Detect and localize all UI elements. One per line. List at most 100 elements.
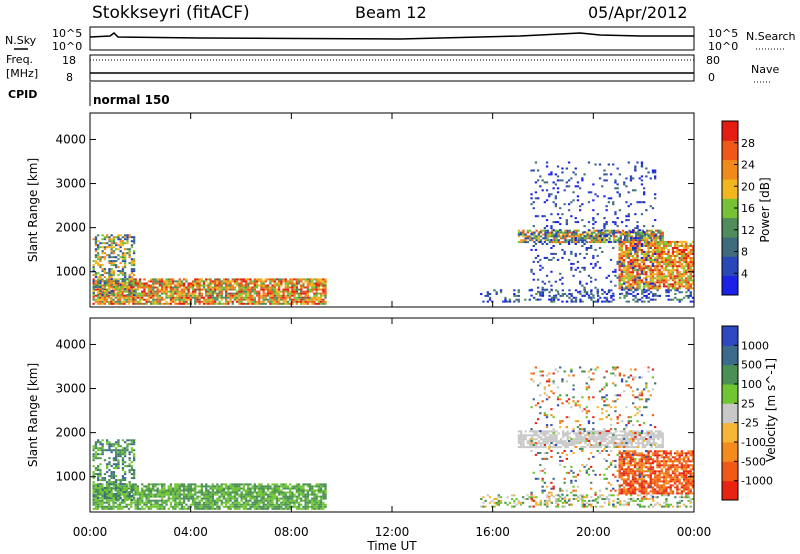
range-cell [300,491,303,494]
range-cell [165,503,168,506]
range-cell [561,289,564,292]
range-cell [689,291,692,294]
range-cell [167,290,170,293]
range-cell [545,165,549,168]
range-cell [649,275,652,278]
range-cell [627,271,630,274]
range-cell [253,288,256,291]
range-cell [289,298,292,301]
range-cell [637,231,640,234]
range-cell [520,446,523,449]
range-cell [136,497,139,500]
range-cell [691,253,695,255]
range-cell [689,269,692,272]
range-cell [311,493,314,496]
range-cell [552,296,555,299]
range-cell [282,278,285,281]
range-cell [143,507,146,510]
range-cell [253,284,256,287]
range-cell [132,302,135,305]
range-cell [289,278,292,281]
range-cell [115,467,118,470]
range-cell [211,302,214,305]
range-cell [97,234,100,237]
range-cell [662,279,666,282]
range-cell [194,503,197,506]
range-cell [685,240,688,243]
range-cell [632,499,635,502]
colorbar-tick-label: 12 [741,224,755,237]
range-cell [665,494,668,497]
range-cell [97,258,100,261]
range-cell [275,491,279,494]
range-cell [103,505,106,508]
range-cell [642,257,646,260]
range-cell [92,459,95,462]
range-cell [258,487,261,490]
range-cell [242,290,245,293]
range-cell [570,293,573,295]
range-cell [304,497,307,500]
range-cell [658,257,661,260]
range-cell [231,487,234,490]
range-cell [130,244,134,247]
range-cell [515,498,518,500]
range-cell [227,501,230,504]
range-cell [229,282,232,285]
range-cell [133,499,136,501]
range-cell [191,286,195,289]
range-cell [106,439,109,442]
range-cell [654,496,657,499]
range-cell [205,294,208,297]
range-cell [660,275,663,278]
range-cell [678,244,681,247]
range-cell [94,485,97,488]
range-cell [649,259,652,262]
range-cell [94,451,98,454]
range-cell [158,493,162,496]
range-cell [141,497,144,500]
range-cell [123,300,126,303]
range-cell [209,503,212,506]
range-cell [541,179,544,182]
range-cell [189,284,192,287]
range-cell [517,434,521,437]
range-cell [620,251,623,253]
range-cell [220,483,223,486]
range-cell [152,282,155,285]
range-cell [117,445,120,448]
range-cell [92,282,95,285]
range-cell [136,284,139,287]
range-cell [582,233,585,236]
range-cell [667,298,670,301]
range-cell [97,469,100,472]
range-cell [110,240,113,243]
range-cell [134,292,137,295]
range-cell [115,479,118,482]
range-cell [247,278,250,281]
range-cell [145,282,148,285]
range-cell [187,505,190,508]
range-cell [304,298,307,301]
range-cell [581,237,584,239]
range-cell [665,275,668,278]
range-cell [262,495,265,498]
range-cell [680,283,683,286]
range-cell [524,237,527,240]
noise-right-tick-bottom: 10^0 [708,40,738,53]
range-cell [133,439,136,442]
range-cell [97,495,100,497]
range-cell [284,483,287,486]
range-cell [284,491,287,494]
range-cell [258,505,261,508]
range-cell [313,495,316,498]
range-cell [216,284,219,287]
range-cell [271,286,274,289]
range-cell [244,292,248,295]
range-cell [618,209,621,212]
range-cell [110,294,113,296]
range-cell [658,242,661,245]
range-cell [656,265,659,268]
range-cell [214,503,217,506]
range-cell [667,294,670,297]
